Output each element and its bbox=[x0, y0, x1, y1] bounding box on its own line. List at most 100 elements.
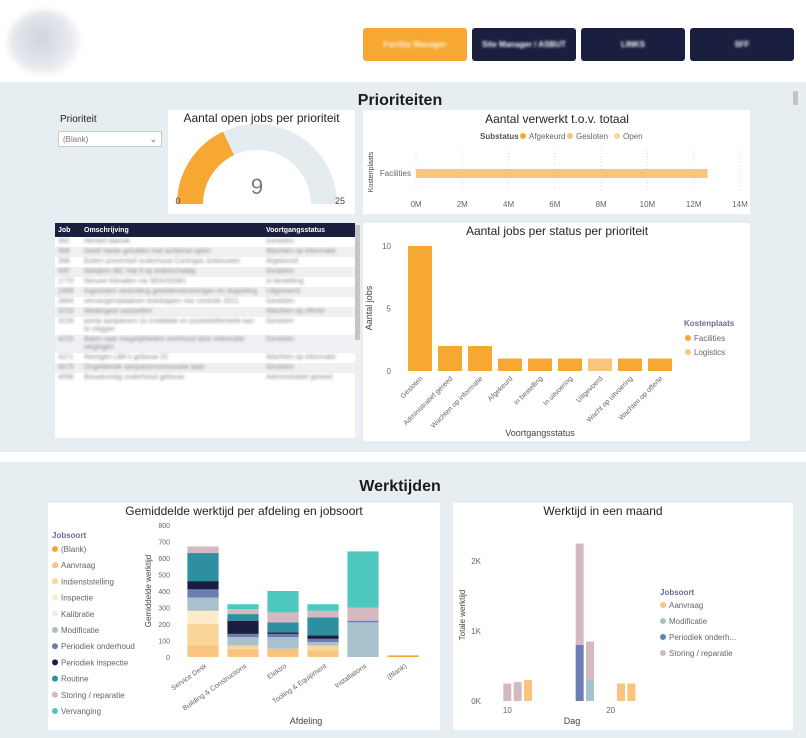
afdeling-ylabel: Gemiddelde werktijd bbox=[144, 555, 153, 627]
table-row[interactable]: 398 Extern preventief onderhoud Contrigas… bbox=[55, 257, 355, 267]
maand-chart: Werktijd in een maand 0K 1K 2K Totale werkti… bbox=[458, 504, 736, 726]
cell-voortgangsstatus: Wachten op informatie bbox=[263, 247, 355, 257]
links-button[interactable]: LINKS bbox=[581, 28, 685, 61]
cell-job: 398 bbox=[58, 258, 70, 265]
maand-legend-title: Jobsoort bbox=[660, 588, 695, 597]
column-header-job[interactable]: Job bbox=[55, 223, 81, 237]
afdeling-legend-title: Jobsoort bbox=[52, 531, 87, 540]
table-row[interactable]: 4215 Bijten naar mogelijkheden overhoud d… bbox=[55, 335, 355, 353]
legend-marker bbox=[52, 643, 58, 650]
stack-segment bbox=[227, 620, 259, 634]
table-row[interactable]: 588 Geeft harde geluiden met achteruit ri… bbox=[55, 247, 355, 257]
y-tick-label: 2K bbox=[471, 557, 481, 566]
cell-voortgangsstatus: In bestelling bbox=[266, 278, 304, 285]
jobs-table-card: Job Omschrijving Voortgangsstatus 392 Her… bbox=[55, 223, 355, 438]
gauge-max-label: 25 bbox=[335, 196, 345, 206]
legend-entry: Aanvraag bbox=[669, 601, 703, 610]
stack-segment bbox=[347, 607, 379, 621]
table-row[interactable]: 830 Nakijken WC Hal 9 op lesbeschadig Gesl… bbox=[55, 267, 355, 277]
jobs-table: Job Omschrijving Voortgangsstatus 392 Her… bbox=[55, 223, 355, 383]
stack-segment bbox=[387, 655, 419, 657]
legend-marker bbox=[685, 335, 691, 341]
y-tick-label: 600 bbox=[158, 556, 170, 563]
status-chart: Aantal jobs per status per prioriteit 0 5 1… bbox=[364, 224, 735, 438]
bar-1 bbox=[438, 346, 462, 371]
afdeling-xlabel: Afdeling bbox=[290, 716, 323, 726]
table-scrollbar-track[interactable] bbox=[355, 223, 360, 438]
x-tick-label: 10 bbox=[503, 706, 512, 715]
x-tick-label: 8M bbox=[596, 200, 607, 209]
stack-segment bbox=[503, 683, 512, 701]
sff-button[interactable]: SFF bbox=[690, 28, 794, 61]
stack-segment bbox=[307, 617, 339, 636]
cell-job: 1770 bbox=[58, 278, 74, 285]
x-tick-label: 20 bbox=[606, 706, 615, 715]
table-row[interactable]: 4675 Ongeldende aanpassen/renovatie bato G… bbox=[55, 363, 355, 373]
table-row[interactable]: 3894 vervangen/plaatsen leanloppen nav co… bbox=[55, 297, 355, 307]
legend-entry: Modificatie bbox=[61, 626, 100, 635]
column-header-omschrijving[interactable]: Omschrijving bbox=[81, 223, 263, 237]
legend-marker bbox=[52, 708, 58, 714]
x-tick-label: 14M bbox=[732, 200, 748, 209]
cell-omschrijving: Extern preventief onderhoud Contrigas Ge… bbox=[84, 258, 241, 265]
cell-omschrijving: vervangen/plaatsen leanloppen nav contro… bbox=[84, 298, 239, 305]
legend-marker bbox=[52, 594, 58, 601]
stack-segment bbox=[524, 680, 532, 701]
stack-segment bbox=[227, 648, 259, 657]
cell-voortgangsstatus: Wachten op offerte bbox=[263, 307, 355, 317]
legend-entry: (Blank) bbox=[61, 545, 87, 554]
afdeling-chart: Gemiddelde werktijd per afdeling en jobs… bbox=[52, 504, 419, 726]
legend-marker bbox=[52, 627, 58, 633]
table-row[interactable]: 4598 Bouwkundig onderhoud gebouw Administr… bbox=[55, 373, 355, 383]
prioriteit-dropdown[interactable]: (Blank) ⌄ bbox=[58, 131, 162, 147]
cell-omschrijving: Geeft harde geluiden met achteruit rijde… bbox=[81, 247, 263, 257]
y-tick-label: 1K bbox=[471, 627, 481, 636]
table-row[interactable]: 3239 pomp aanpassen zo installatie en pus… bbox=[55, 317, 355, 335]
legend-marker bbox=[660, 602, 666, 608]
legend-entry: Routine bbox=[61, 675, 89, 684]
table-row[interactable]: 4371 Reinigen LBK's gebouw 20 Wachten op i… bbox=[55, 353, 355, 363]
table-row[interactable]: 2489 Ingestoten verlichting gewelenverstr… bbox=[55, 287, 355, 297]
x-category-label: Elektro bbox=[266, 663, 288, 681]
cell-voortgangsstatus: Gesloten bbox=[263, 267, 355, 277]
stack-segment bbox=[347, 551, 379, 608]
cell-omschrijving: Wedergeut vastzetten bbox=[81, 307, 263, 317]
facility-manager-button[interactable]: Facility Manager bbox=[363, 28, 467, 61]
page-scrollbar[interactable] bbox=[793, 91, 798, 105]
table-scrollbar-thumb[interactable] bbox=[355, 225, 360, 340]
stack-segment bbox=[347, 622, 379, 657]
site-manager-button[interactable]: Site Manager / ASBUT bbox=[472, 28, 576, 61]
cell-job: 4675 bbox=[55, 363, 81, 373]
legend-entry: Aanvraag bbox=[61, 561, 95, 570]
stack-segment bbox=[307, 650, 339, 657]
column-header-voortgangsstatus[interactable]: Voortgangsstatus bbox=[263, 223, 355, 237]
x-category-label: Installations bbox=[334, 663, 369, 690]
chevron-down-icon: ⌄ bbox=[149, 133, 157, 144]
legend-entry: Indienststelling bbox=[61, 577, 114, 586]
x-tick-label: 10M bbox=[640, 200, 656, 209]
y-tick-label: 0 bbox=[387, 367, 392, 376]
legend-marker bbox=[52, 659, 58, 666]
verwerkt-chart: Aantal verwerkt t.o.v. totaal Substatus Af… bbox=[368, 112, 748, 209]
legend-marker bbox=[52, 562, 58, 569]
afdeling-title: Gemiddelde werktijd per afdeling en jobs… bbox=[125, 504, 363, 518]
legend-marker bbox=[52, 546, 58, 552]
stack-segment bbox=[227, 633, 259, 638]
cell-voortgangsstatus: Gesloten bbox=[263, 363, 355, 373]
stack-segment bbox=[267, 637, 299, 649]
stack-segment bbox=[187, 553, 219, 582]
cell-voortgangsstatus: Gesloten bbox=[266, 298, 295, 305]
cell-omschrijving: Herstel dakluik bbox=[84, 238, 130, 245]
status-xlabel: Voortgangsstatus bbox=[505, 428, 575, 438]
legend-entry: Storing / reparatie bbox=[61, 691, 125, 700]
stack-segment bbox=[227, 614, 259, 621]
cell-job: 4598 bbox=[58, 374, 74, 381]
cell-voortgangsstatus: Uitgevoerd bbox=[263, 287, 355, 297]
table-row[interactable]: 392 Herstel dakluik Gesloten bbox=[55, 237, 355, 247]
table-row[interactable]: 1770 Nieuwe Klimaten via SER/OSW1 In beste… bbox=[55, 277, 355, 287]
cell-voortgangsstatus: Afgekeurd bbox=[266, 258, 298, 265]
stack-segment bbox=[307, 642, 339, 646]
table-row[interactable]: 3219 Wedergeut vastzetten Wachten op offer… bbox=[55, 307, 355, 317]
stack-segment bbox=[187, 546, 219, 554]
stack-segment bbox=[227, 645, 259, 649]
